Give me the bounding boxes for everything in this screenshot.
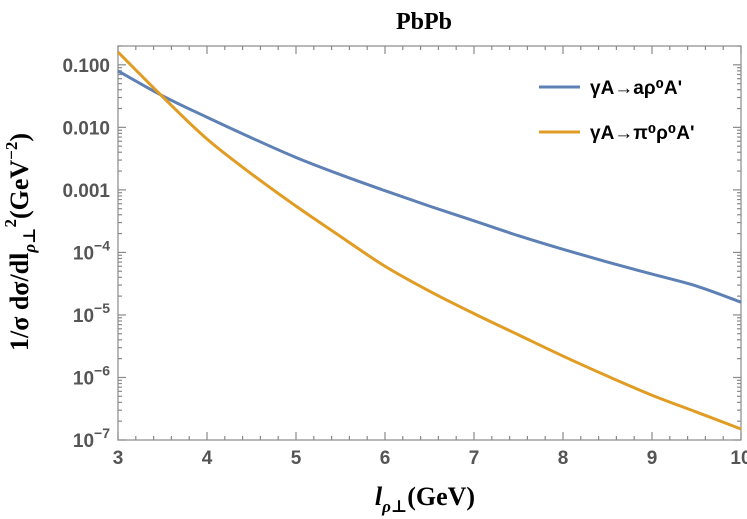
x-axis-ticks: 3 4 5 6 7 8 9 10	[113, 46, 747, 469]
series-line-1	[117, 69, 742, 304]
x-tick-label: 5	[291, 448, 302, 469]
y-tick-label: 0.010	[62, 118, 110, 139]
y-tick-label: 10−7	[73, 425, 110, 452]
y-axis-label-sup: 2	[1, 219, 20, 228]
y-axis-ticks: 0.100 0.010 0.001 10−4 10−5 10−6 10−7	[62, 45, 741, 452]
x-axis-label-main: l	[375, 482, 383, 511]
x-axis-label-rest: (GeV)	[407, 482, 475, 511]
x-axis-label: lρ⊥(GeV)	[375, 482, 475, 516]
y-axis-label-unit-sup: −2	[2, 142, 21, 160]
x-tick-label: 10	[730, 448, 747, 469]
y-tick-label: 10−5	[73, 300, 110, 327]
y-axis-label: 1/σ dσ/dlρ⊥2(GeV−2)	[1, 133, 39, 351]
y-tick-label: 0.001	[62, 181, 110, 202]
y-axis-label-unit: (GeV	[5, 160, 34, 219]
y-axis-label-main: 1/σ dσ/dl	[5, 253, 34, 351]
y-axis-label-sub: ρ⊥	[20, 228, 39, 254]
series-lines	[116, 51, 742, 431]
y-axis-label-unit-close: )	[5, 133, 34, 142]
chart-title: PbPb	[396, 9, 452, 35]
y-tick-label: 10−6	[73, 362, 110, 389]
x-axis-label-sub: ρ⊥	[381, 497, 407, 516]
legend-label-1: γA→aρ⁰A'	[590, 78, 682, 99]
svg-text:lρ⊥(GeV): lρ⊥(GeV)	[375, 482, 475, 516]
x-tick-label: 4	[202, 448, 213, 469]
plot-frame	[117, 45, 742, 441]
y-tick-label: 10−4	[73, 237, 110, 264]
legend-label-2: γA→π⁰ρ⁰A'	[590, 123, 694, 144]
series-line-2	[116, 51, 742, 431]
x-tick-label: 7	[469, 448, 480, 469]
x-tick-label: 9	[647, 448, 658, 469]
svg-text:1/σ dσ/dlρ⊥2(GeV−2): 1/σ dσ/dlρ⊥2(GeV−2)	[1, 133, 39, 351]
y-tick-label: 0.100	[62, 56, 110, 77]
x-tick-label: 3	[113, 448, 124, 469]
x-tick-label: 8	[558, 448, 569, 469]
x-tick-label: 6	[380, 448, 391, 469]
legend: γA→aρ⁰A' γA→π⁰ρ⁰A'	[539, 78, 694, 144]
